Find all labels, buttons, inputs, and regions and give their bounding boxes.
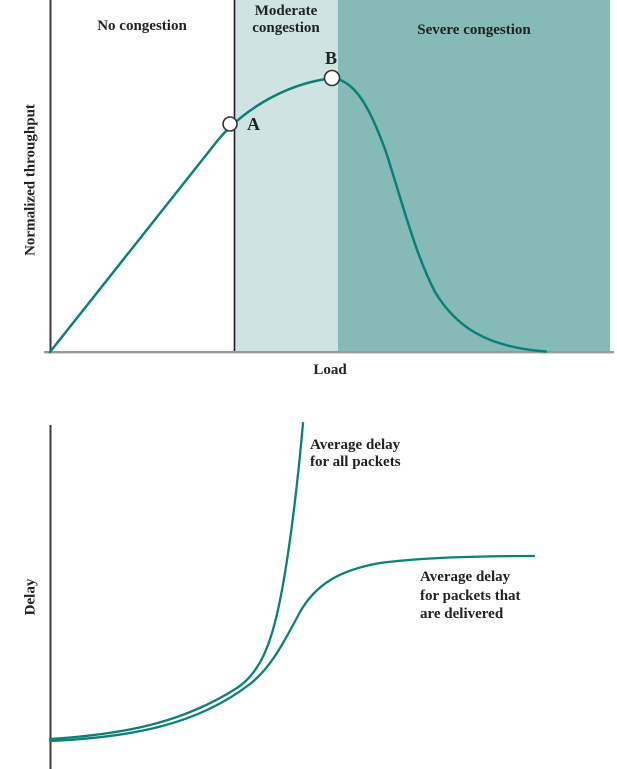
delay-all-packets-curve xyxy=(48,421,305,741)
point-b-marker xyxy=(323,69,341,87)
severe-congestion-region xyxy=(338,0,610,351)
moderate-congestion-region-label: Moderate congestion xyxy=(234,3,338,37)
bottom-y-axis-label: Delay xyxy=(22,578,39,616)
moderate-label-line2: congestion xyxy=(252,20,320,36)
point-b-label: B xyxy=(325,48,338,68)
delivered-packets-curve-label: Average delay for packets that are deliv… xyxy=(420,568,521,624)
delivered-label-line3: are delivered xyxy=(420,606,504,622)
moderate-congestion-region xyxy=(234,0,338,351)
delivered-label-line2: for packets that xyxy=(420,587,521,604)
delay-delivered-packets-curve xyxy=(48,554,536,743)
no-congestion-region-label: No congestion xyxy=(97,18,187,34)
throughput-curve xyxy=(48,76,548,354)
severe-congestion-region-label: Severe congestion xyxy=(417,22,531,38)
delivered-label-line1: Average delay xyxy=(420,569,511,585)
point-a-marker xyxy=(222,116,238,132)
top-y-axis-label: Normalized throughput xyxy=(22,104,39,256)
all-packets-label-line2: for all packets xyxy=(310,454,401,470)
point-a-label: A xyxy=(247,114,260,134)
all-packets-curve-label: Average delay for all packets xyxy=(310,437,401,471)
top-x-axis-label: Load xyxy=(313,362,347,378)
moderate-label-line1: Moderate xyxy=(254,3,318,19)
all-packets-label-line1: Average delay xyxy=(310,437,401,453)
